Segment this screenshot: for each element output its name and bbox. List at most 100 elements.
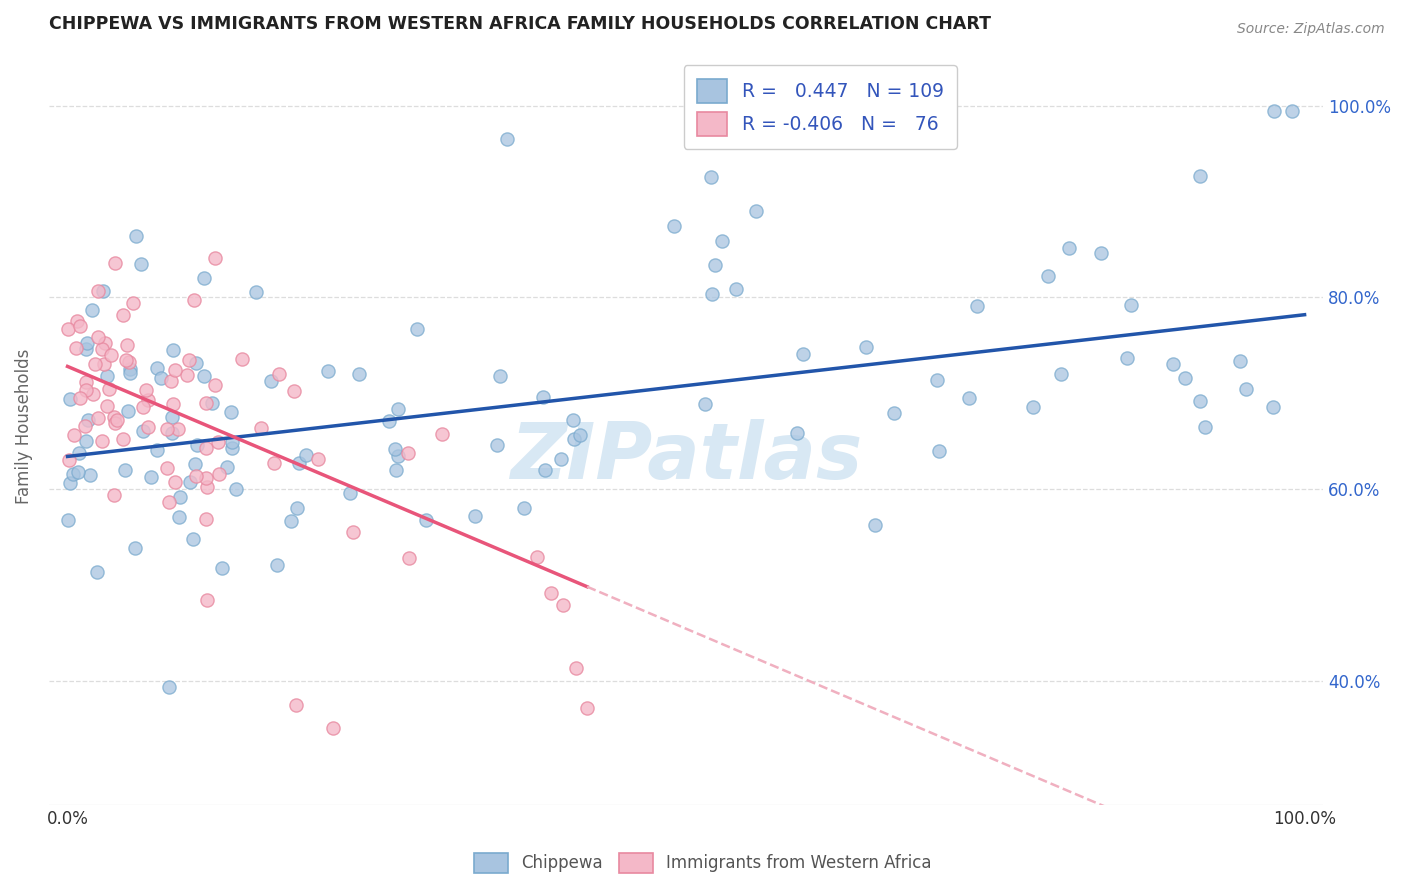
Point	[69, 391, 91, 405]
Legend: Chippewa, Immigrants from Western Africa: Chippewa, Immigrants from Western Africa	[468, 847, 938, 880]
Point	[204, 252, 226, 266]
Point	[564, 661, 586, 675]
Point	[117, 404, 139, 418]
Point	[430, 427, 453, 442]
Point	[169, 509, 191, 524]
Point	[124, 541, 146, 555]
Point	[165, 475, 187, 489]
Point	[1022, 400, 1045, 414]
Point	[1057, 241, 1080, 255]
Point	[221, 441, 243, 455]
Point	[1163, 357, 1185, 371]
Point	[177, 353, 200, 368]
Point	[1194, 419, 1216, 434]
Point	[927, 373, 949, 387]
Point	[183, 293, 205, 307]
Point	[1090, 245, 1112, 260]
Point	[105, 412, 128, 426]
Text: ZIPatlas: ZIPatlas	[510, 419, 862, 495]
Point	[288, 456, 311, 470]
Point	[464, 508, 486, 523]
Point	[87, 284, 110, 298]
Point	[550, 452, 572, 467]
Point	[176, 368, 198, 383]
Point	[91, 434, 114, 448]
Point	[93, 357, 115, 371]
Point	[1121, 298, 1143, 312]
Point	[79, 467, 101, 482]
Point	[111, 308, 134, 322]
Point	[162, 425, 184, 440]
Point	[215, 459, 238, 474]
Point	[195, 471, 218, 485]
Point	[349, 368, 371, 382]
Point	[1281, 103, 1303, 118]
Point	[700, 287, 723, 301]
Point	[562, 433, 585, 447]
Point	[184, 457, 207, 471]
Y-axis label: Family Households: Family Households	[15, 349, 32, 505]
Point	[67, 446, 90, 460]
Point	[693, 397, 716, 411]
Point	[59, 476, 82, 491]
Point	[195, 592, 218, 607]
Point	[114, 463, 136, 477]
Point	[194, 441, 217, 455]
Point	[316, 364, 339, 378]
Point	[125, 228, 148, 243]
Point	[193, 369, 215, 384]
Point	[201, 396, 224, 410]
Point	[531, 390, 554, 404]
Point	[486, 437, 509, 451]
Point	[513, 501, 536, 516]
Point	[100, 348, 122, 362]
Point	[662, 219, 685, 233]
Point	[266, 558, 288, 572]
Point	[58, 513, 80, 527]
Point	[295, 448, 318, 462]
Point	[489, 368, 512, 383]
Point	[1234, 382, 1257, 396]
Legend: R =   0.447   N = 109, R = -0.406   N =   76: R = 0.447 N = 109, R = -0.406 N = 76	[683, 65, 957, 149]
Point	[165, 363, 187, 377]
Point	[704, 258, 727, 272]
Point	[249, 420, 271, 434]
Point	[115, 353, 138, 368]
Point	[66, 314, 89, 328]
Point	[283, 384, 305, 398]
Point	[131, 424, 153, 438]
Point	[146, 442, 169, 457]
Point	[342, 525, 364, 540]
Point	[65, 341, 87, 355]
Point	[1263, 103, 1285, 118]
Point	[104, 255, 127, 269]
Point	[221, 434, 243, 449]
Point	[1188, 393, 1211, 408]
Point	[156, 461, 179, 475]
Point	[139, 470, 162, 484]
Point	[1174, 371, 1197, 385]
Point	[193, 271, 215, 285]
Point	[132, 400, 155, 414]
Point	[76, 336, 98, 351]
Point	[966, 299, 988, 313]
Point	[186, 356, 208, 370]
Point	[1189, 169, 1212, 183]
Point	[384, 463, 406, 477]
Point	[883, 407, 905, 421]
Point	[82, 387, 104, 401]
Point	[280, 514, 302, 528]
Point	[1261, 401, 1284, 415]
Point	[561, 413, 583, 427]
Point	[59, 392, 82, 406]
Point	[322, 722, 344, 736]
Point	[62, 467, 84, 481]
Point	[267, 367, 290, 381]
Point	[928, 444, 950, 458]
Point	[162, 397, 184, 411]
Point	[157, 495, 180, 509]
Point	[118, 366, 141, 380]
Point	[104, 417, 127, 431]
Point	[160, 374, 183, 388]
Point	[135, 384, 157, 398]
